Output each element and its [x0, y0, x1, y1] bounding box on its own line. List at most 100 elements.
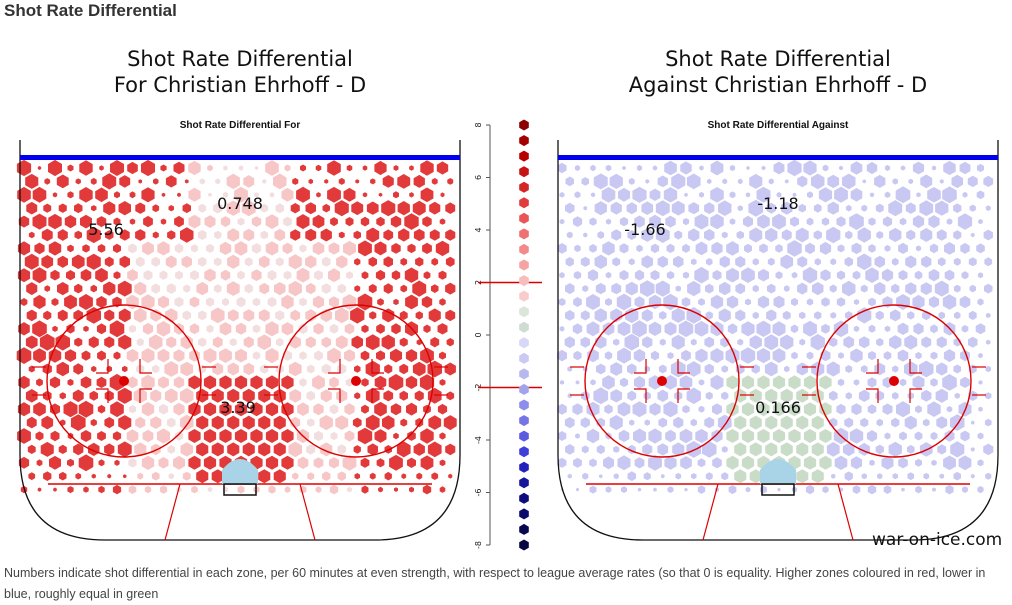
- hex-bin: [827, 201, 839, 215]
- hex-bin: [629, 419, 635, 426]
- hex-bin: [595, 282, 606, 295]
- hex-bin: [627, 471, 636, 482]
- hex-bin: [274, 228, 286, 242]
- hex-bin: [226, 281, 240, 296]
- hex-bin: [705, 283, 714, 294]
- hex-bin: [204, 268, 216, 282]
- hex-bin: [655, 200, 670, 217]
- scale-swatch: [519, 290, 529, 302]
- hex-bin: [897, 349, 909, 362]
- hex-bin: [682, 218, 690, 226]
- hex-bin: [150, 416, 162, 429]
- hex-bin: [741, 267, 755, 283]
- hex-bin: [866, 161, 878, 175]
- hex-bin: [907, 311, 915, 320]
- hex-bin: [919, 442, 933, 457]
- hex-bin: [645, 179, 650, 184]
- hex-bin: [114, 459, 120, 466]
- hex-bin: [609, 173, 623, 189]
- hex-bin: [828, 390, 838, 401]
- hex-bin: [360, 350, 370, 361]
- hex-bin: [565, 176, 574, 187]
- hex-bin: [337, 444, 347, 455]
- hex-bin: [197, 229, 207, 241]
- hex-bin: [369, 311, 377, 320]
- hex-bin: [633, 349, 646, 363]
- hex-bin: [196, 415, 209, 430]
- hex-bin: [876, 418, 883, 427]
- rink-against: Shot Rate Differential Against -1.66 -1.…: [557, 120, 999, 541]
- hex-bin: [659, 311, 667, 320]
- hex-bin: [75, 472, 82, 480]
- hex-bin: [627, 230, 637, 240]
- hex-bin: [59, 392, 66, 400]
- hex-bin: [376, 350, 385, 361]
- hex-bin: [970, 447, 975, 452]
- hex-bin: [936, 229, 947, 241]
- hex-bin: [792, 192, 797, 197]
- hex-bin: [686, 440, 702, 458]
- hex-bin: [904, 415, 917, 430]
- hex-bin: [118, 415, 132, 431]
- hex-bin: [634, 457, 645, 469]
- hex-bin: [337, 283, 346, 294]
- hex-bin: [892, 392, 899, 400]
- hex-bin: [836, 297, 846, 307]
- hex-bin: [954, 392, 960, 399]
- hex-bin: [305, 202, 316, 215]
- hex-bin: [180, 227, 194, 243]
- hex-bin: [49, 455, 61, 470]
- hex-bin: [344, 430, 355, 442]
- hex-bin: [407, 243, 416, 254]
- hex-bin: [936, 362, 948, 376]
- hex-bin: [143, 215, 153, 228]
- hex-bin: [719, 255, 730, 268]
- hex-bin: [405, 375, 418, 389]
- scale-swatch: [519, 275, 529, 287]
- hex-bin: [803, 429, 817, 443]
- hex-bin: [438, 270, 447, 280]
- hex-bin: [275, 203, 284, 214]
- hex-bin: [134, 442, 147, 457]
- hex-bin: [914, 270, 923, 280]
- hex-bin: [780, 442, 793, 457]
- hex-bin: [361, 271, 369, 280]
- hex-bin: [74, 283, 83, 294]
- hex-bin: [141, 294, 155, 310]
- hex-bin: [212, 362, 224, 376]
- hex-bin: [316, 192, 321, 198]
- hex-bin: [586, 321, 600, 337]
- hex-bin: [945, 484, 954, 495]
- hex-bin: [927, 401, 941, 417]
- hex-bin: [344, 403, 355, 416]
- hex-bin: [719, 281, 731, 296]
- hex-bin: [282, 242, 293, 255]
- hex-bin: [806, 217, 814, 226]
- scale-swatch: [519, 119, 529, 131]
- hex-bin: [726, 241, 739, 256]
- hex-bin: [749, 469, 762, 484]
- hex-bin: [351, 335, 363, 349]
- hex-bin: [758, 268, 769, 282]
- hex-bin: [586, 294, 600, 310]
- hex-bin: [813, 230, 822, 240]
- hex-bin: [658, 417, 668, 428]
- hex-bin: [32, 320, 47, 338]
- hex-bin: [845, 365, 853, 373]
- hex-bin: [43, 203, 52, 213]
- hex-bin: [953, 230, 962, 240]
- hex-bin: [213, 202, 223, 214]
- hex-bin: [18, 322, 30, 336]
- hex-bin: [663, 401, 678, 418]
- hex-bin: [756, 348, 771, 364]
- hex-bin: [745, 192, 751, 198]
- hex-bin: [930, 378, 938, 387]
- hex-bin: [913, 322, 924, 335]
- hex-bin: [819, 402, 832, 417]
- hex-bin: [399, 390, 408, 401]
- hex-bin: [589, 458, 597, 468]
- hex-bin: [161, 192, 166, 197]
- hex-bin: [428, 308, 441, 323]
- hex-bin: [834, 455, 848, 470]
- rink-boards: [19, 140, 461, 541]
